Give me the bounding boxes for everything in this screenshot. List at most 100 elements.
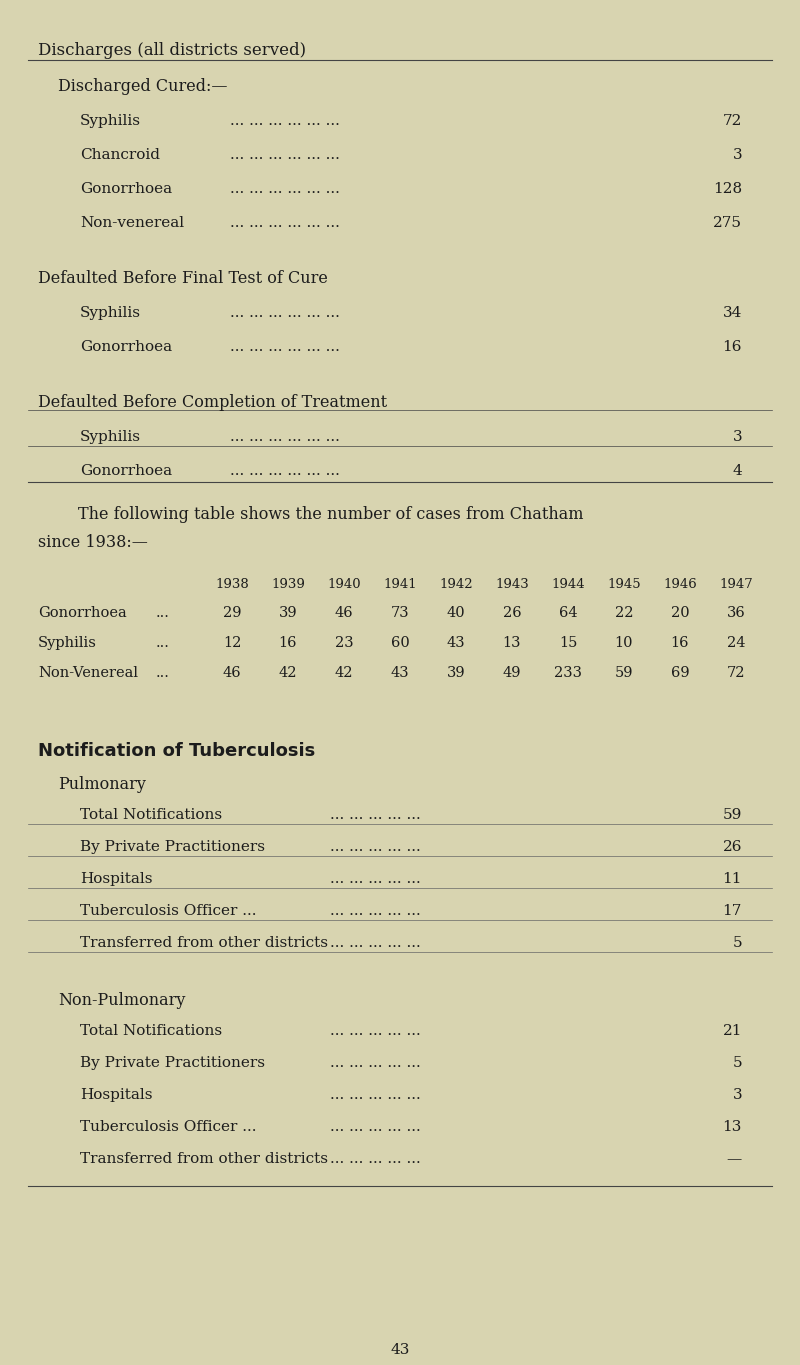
- Text: 40: 40: [446, 606, 466, 620]
- Text: Transferred from other districts: Transferred from other districts: [80, 936, 328, 950]
- Text: Transferred from other districts: Transferred from other districts: [80, 1152, 328, 1166]
- Text: 1941: 1941: [383, 577, 417, 591]
- Text: 3: 3: [732, 1088, 742, 1102]
- Text: ... ... ... ... ...: ... ... ... ... ...: [330, 904, 421, 919]
- Text: 4: 4: [732, 464, 742, 478]
- Text: Gonorrhoea: Gonorrhoea: [80, 464, 172, 478]
- Text: 39: 39: [278, 606, 298, 620]
- Text: Hospitals: Hospitals: [80, 872, 153, 886]
- Text: Tuberculosis Officer ...: Tuberculosis Officer ...: [80, 904, 257, 919]
- Text: 69: 69: [670, 666, 690, 680]
- Text: 1944: 1944: [551, 577, 585, 591]
- Text: 72: 72: [726, 666, 746, 680]
- Text: Syphilis: Syphilis: [80, 430, 141, 444]
- Text: 49: 49: [502, 666, 522, 680]
- Text: ... ... ... ... ...: ... ... ... ... ...: [330, 1121, 421, 1134]
- Text: ... ... ... ... ... ...: ... ... ... ... ... ...: [230, 147, 340, 162]
- Text: Tuberculosis Officer ...: Tuberculosis Officer ...: [80, 1121, 257, 1134]
- Text: ... ... ... ... ... ...: ... ... ... ... ... ...: [230, 216, 340, 229]
- Text: ...: ...: [156, 666, 170, 680]
- Text: Defaulted Before Completion of Treatment: Defaulted Before Completion of Treatment: [38, 394, 387, 411]
- Text: 72: 72: [722, 115, 742, 128]
- Text: 60: 60: [390, 636, 410, 650]
- Text: ... ... ... ... ... ...: ... ... ... ... ... ...: [230, 306, 340, 319]
- Text: 26: 26: [722, 839, 742, 854]
- Text: 1939: 1939: [271, 577, 305, 591]
- Text: 13: 13: [502, 636, 522, 650]
- Text: 1947: 1947: [719, 577, 753, 591]
- Text: Total Notifications: Total Notifications: [80, 808, 222, 822]
- Text: ...: ...: [156, 606, 170, 620]
- Text: The following table shows the number of cases from Chatham: The following table shows the number of …: [78, 506, 583, 523]
- Text: 73: 73: [390, 606, 410, 620]
- Text: 10: 10: [614, 636, 634, 650]
- Text: since 1938:—: since 1938:—: [38, 534, 148, 551]
- Text: 3: 3: [732, 147, 742, 162]
- Text: —: —: [726, 1152, 742, 1166]
- Text: Non-Venereal: Non-Venereal: [38, 666, 138, 680]
- Text: 233: 233: [554, 666, 582, 680]
- Text: 13: 13: [722, 1121, 742, 1134]
- Text: ... ... ... ... ...: ... ... ... ... ...: [330, 936, 421, 950]
- Text: 1943: 1943: [495, 577, 529, 591]
- Text: ... ... ... ... ...: ... ... ... ... ...: [330, 1152, 421, 1166]
- Text: Notification of Tuberculosis: Notification of Tuberculosis: [38, 743, 315, 760]
- Text: Total Notifications: Total Notifications: [80, 1024, 222, 1037]
- Text: 1946: 1946: [663, 577, 697, 591]
- Text: Non-venereal: Non-venereal: [80, 216, 184, 229]
- Text: 23: 23: [334, 636, 354, 650]
- Text: 1938: 1938: [215, 577, 249, 591]
- Text: ... ... ... ... ... ...: ... ... ... ... ... ...: [230, 115, 340, 128]
- Text: 46: 46: [334, 606, 354, 620]
- Text: 3: 3: [732, 430, 742, 444]
- Text: ... ... ... ... ...: ... ... ... ... ...: [330, 872, 421, 886]
- Text: 43: 43: [390, 666, 410, 680]
- Text: ... ... ... ... ... ...: ... ... ... ... ... ...: [230, 464, 340, 478]
- Text: 275: 275: [713, 216, 742, 229]
- Text: 1942: 1942: [439, 577, 473, 591]
- Text: 16: 16: [278, 636, 298, 650]
- Text: ...: ...: [156, 636, 170, 650]
- Text: 17: 17: [722, 904, 742, 919]
- Text: 42: 42: [334, 666, 354, 680]
- Text: 11: 11: [722, 872, 742, 886]
- Text: 1945: 1945: [607, 577, 641, 591]
- Text: 24: 24: [726, 636, 746, 650]
- Text: 16: 16: [670, 636, 690, 650]
- Text: 39: 39: [446, 666, 466, 680]
- Text: ... ... ... ... ...: ... ... ... ... ...: [330, 1057, 421, 1070]
- Text: 36: 36: [726, 606, 746, 620]
- Text: 34: 34: [722, 306, 742, 319]
- Text: Syphilis: Syphilis: [80, 115, 141, 128]
- Text: 15: 15: [559, 636, 577, 650]
- Text: ... ... ... ... ...: ... ... ... ... ...: [330, 1024, 421, 1037]
- Text: 5: 5: [732, 936, 742, 950]
- Text: 22: 22: [614, 606, 634, 620]
- Text: 16: 16: [722, 340, 742, 354]
- Text: Pulmonary: Pulmonary: [58, 775, 146, 793]
- Text: By Private Practitioners: By Private Practitioners: [80, 1057, 265, 1070]
- Text: 12: 12: [223, 636, 241, 650]
- Text: Discharges (all districts served): Discharges (all districts served): [38, 42, 306, 59]
- Text: ... ... ... ... ... ...: ... ... ... ... ... ...: [230, 182, 340, 197]
- Text: Defaulted Before Final Test of Cure: Defaulted Before Final Test of Cure: [38, 270, 328, 287]
- Text: ... ... ... ... ...: ... ... ... ... ...: [330, 839, 421, 854]
- Text: ... ... ... ... ... ...: ... ... ... ... ... ...: [230, 340, 340, 354]
- Text: 26: 26: [502, 606, 522, 620]
- Text: Syphilis: Syphilis: [80, 306, 141, 319]
- Text: ... ... ... ... ... ...: ... ... ... ... ... ...: [230, 430, 340, 444]
- Text: By Private Practitioners: By Private Practitioners: [80, 839, 265, 854]
- Text: 29: 29: [222, 606, 242, 620]
- Text: Gonorrhoea: Gonorrhoea: [38, 606, 126, 620]
- Text: Non-Pulmonary: Non-Pulmonary: [58, 992, 186, 1009]
- Text: 5: 5: [732, 1057, 742, 1070]
- Text: 59: 59: [722, 808, 742, 822]
- Text: Hospitals: Hospitals: [80, 1088, 153, 1102]
- Text: 43: 43: [446, 636, 466, 650]
- Text: Gonorrhoea: Gonorrhoea: [80, 182, 172, 197]
- Text: ... ... ... ... ...: ... ... ... ... ...: [330, 1088, 421, 1102]
- Text: 59: 59: [614, 666, 634, 680]
- Text: 64: 64: [558, 606, 578, 620]
- Text: 42: 42: [278, 666, 298, 680]
- Text: Discharged Cured:—: Discharged Cured:—: [58, 78, 227, 96]
